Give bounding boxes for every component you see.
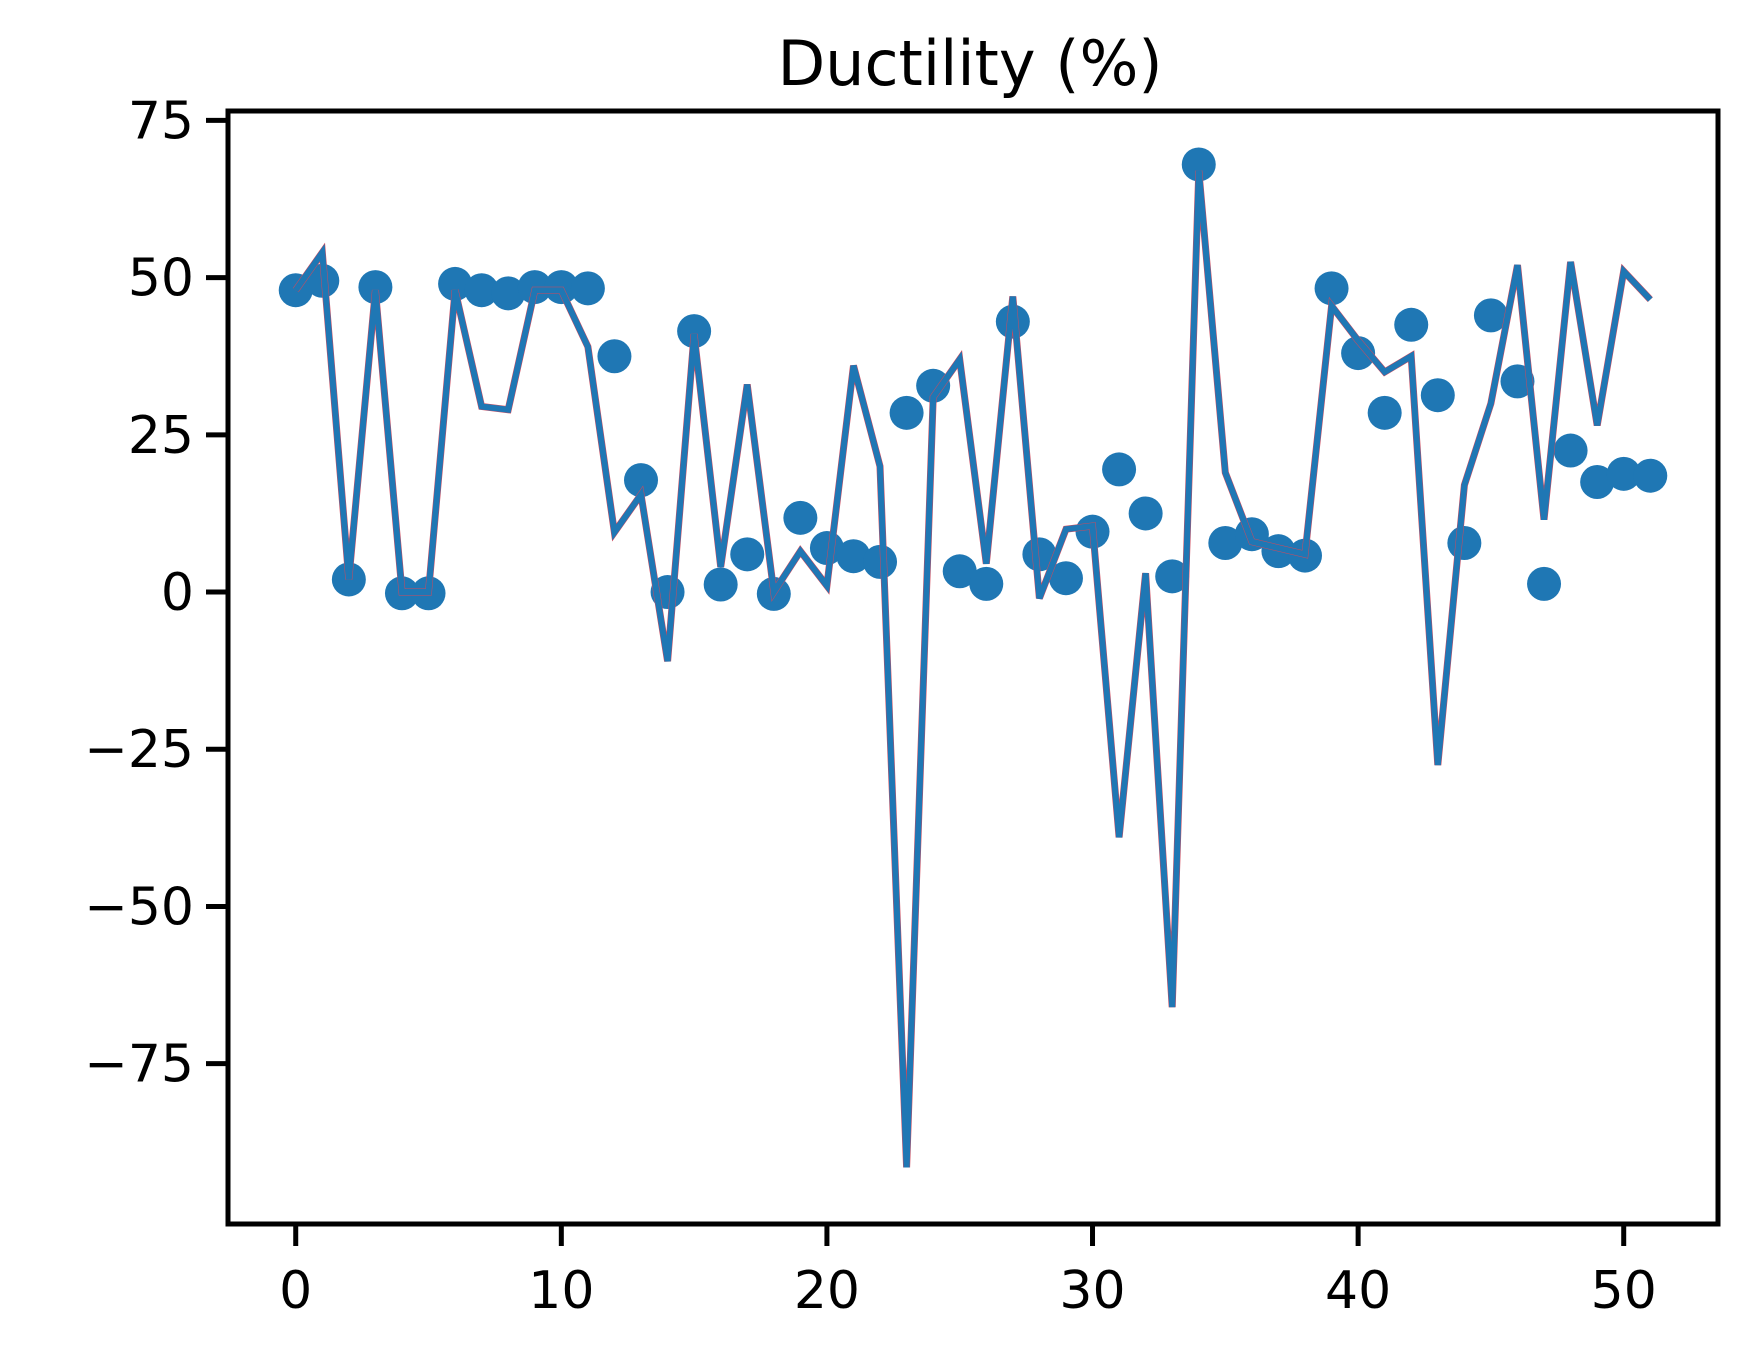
data-point <box>1420 378 1455 413</box>
data-point <box>889 395 924 430</box>
data-point <box>464 273 499 308</box>
data-point <box>624 463 659 498</box>
data-point <box>438 266 473 301</box>
data-point <box>1367 395 1402 430</box>
y-tick-label: 25 <box>128 406 194 466</box>
x-tick-label: 0 <box>279 1261 312 1321</box>
data-point <box>677 314 712 349</box>
data-point <box>1606 456 1641 491</box>
data-point <box>942 554 977 589</box>
x-tick-label: 40 <box>1325 1261 1391 1321</box>
data-point <box>491 276 526 311</box>
data-point <box>597 339 632 374</box>
series-line <box>293 170 1653 1168</box>
data-point <box>358 270 393 305</box>
data-point <box>1181 147 1216 182</box>
x-tick-label: 20 <box>794 1261 860 1321</box>
data-point <box>783 500 818 535</box>
x-tick-label: 50 <box>1591 1261 1657 1321</box>
y-tick-label: −25 <box>84 720 194 780</box>
data-point <box>1447 525 1482 560</box>
data-point <box>1394 307 1429 342</box>
data-point <box>1341 336 1376 371</box>
data-point <box>1022 537 1057 572</box>
data-point <box>730 537 765 572</box>
ticks-layer: 0 10 20 30 40 50 75 50 25 0 −25 −50 −75 <box>84 91 1657 1321</box>
y-tick-label: 50 <box>128 249 194 309</box>
y-tick-label: 0 <box>161 563 194 623</box>
data-point <box>1633 458 1668 493</box>
data-point <box>1580 465 1615 499</box>
data-point <box>1048 561 1083 596</box>
data-point <box>1155 559 1190 594</box>
y-tick-label: 75 <box>128 91 194 151</box>
plot-frame <box>225 108 1721 1227</box>
x-tick-label: 10 <box>528 1261 594 1321</box>
data-point <box>863 544 898 579</box>
y-tick-label: −50 <box>84 877 194 937</box>
y-tick-label: −75 <box>84 1035 194 1095</box>
data-point <box>570 271 605 306</box>
data-point <box>1314 271 1349 306</box>
series-layer <box>278 147 1668 1168</box>
data-point <box>969 566 1004 601</box>
data-point <box>1527 566 1562 601</box>
chart-title: Ductility (%) <box>777 27 1162 100</box>
data-point <box>1208 525 1243 560</box>
data-point <box>1102 452 1137 487</box>
data-point <box>1473 298 1508 333</box>
data-point <box>836 539 871 574</box>
data-point <box>1553 433 1588 468</box>
data-point <box>916 368 951 403</box>
x-tick-label: 30 <box>1059 1261 1125 1321</box>
data-point <box>703 567 738 602</box>
data-point <box>1128 496 1163 531</box>
